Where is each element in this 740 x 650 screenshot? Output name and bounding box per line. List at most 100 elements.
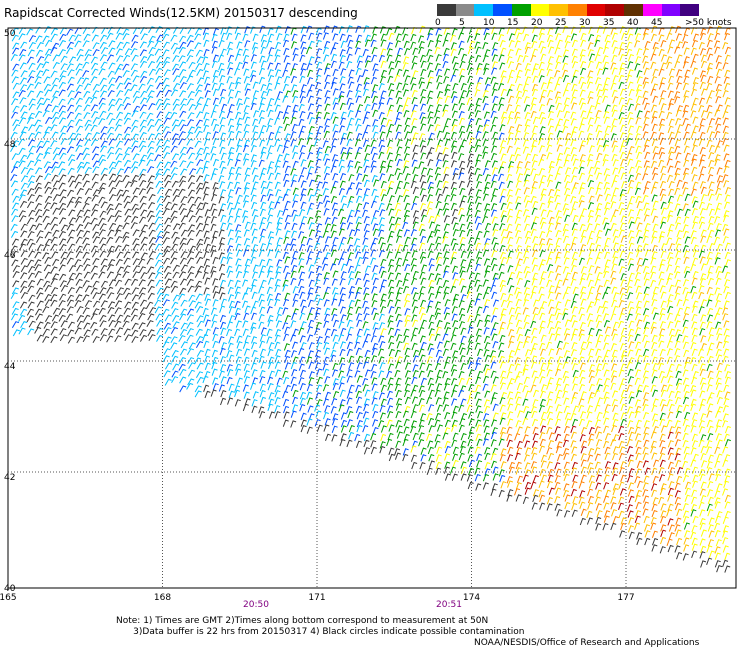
- wind-barb: [323, 67, 330, 75]
- wind-barb: [132, 96, 140, 104]
- wind-barb: [396, 287, 403, 295]
- wind-barb: [468, 390, 475, 398]
- wind-barb: [677, 307, 684, 315]
- wind-barb: [419, 404, 426, 412]
- legend-label: 5: [459, 18, 465, 28]
- wind-barb: [652, 419, 659, 427]
- wind-barb: [492, 412, 499, 420]
- wind-barb: [162, 285, 170, 293]
- wind-barb: [579, 102, 586, 110]
- wind-barb: [211, 40, 218, 48]
- wind-barb: [34, 326, 42, 334]
- wind-barb: [548, 306, 555, 315]
- wind-barb: [563, 159, 570, 167]
- wind-barb: [355, 335, 362, 343]
- wind-barb: [300, 159, 307, 167]
- wind-barb: [19, 104, 28, 112]
- wind-barb: [468, 118, 475, 126]
- wind-barb: [355, 440, 362, 448]
- wind-barb: [442, 60, 449, 69]
- wind-barb: [325, 236, 332, 244]
- wind-barb: [699, 207, 706, 216]
- wind-barb: [27, 90, 35, 98]
- wind-barb: [452, 172, 459, 181]
- wind-barb: [491, 88, 498, 97]
- wind-barb: [236, 48, 243, 56]
- wind-barb: [179, 103, 187, 111]
- wind-barb: [266, 306, 273, 314]
- wind-barb: [131, 215, 139, 223]
- wind-barb: [514, 433, 521, 441]
- wind-barb: [354, 238, 361, 246]
- wind-barb: [475, 189, 482, 197]
- wind-barb: [116, 41, 124, 49]
- wind-barb: [44, 256, 52, 264]
- wind-barb: [51, 174, 59, 182]
- wind-barb: [243, 54, 250, 63]
- wind-barb: [434, 110, 441, 118]
- wind-barb: [532, 116, 539, 125]
- wind-barb: [508, 307, 515, 315]
- wind-barb: [346, 25, 353, 33]
- wind-barb: [628, 88, 635, 97]
- wind-barb: [459, 417, 466, 426]
- wind-barb: [347, 306, 354, 314]
- wind-barb: [692, 249, 699, 258]
- wind-barb: [668, 403, 675, 412]
- wind-barb: [378, 111, 385, 120]
- wind-barb: [596, 89, 603, 97]
- wind-barb: [212, 75, 219, 83]
- wind-barb: [716, 362, 723, 371]
- wind-barb: [692, 76, 699, 85]
- wind-barb: [234, 312, 241, 321]
- wind-barb: [500, 75, 507, 84]
- wind-barb: [371, 54, 378, 62]
- wind-barb: [418, 292, 425, 300]
- wind-barb: [412, 355, 419, 363]
- wind-barb: [587, 334, 594, 342]
- wind-barb: [634, 187, 641, 195]
- wind-barb: [716, 396, 723, 405]
- wind-barb: [643, 272, 650, 280]
- wind-barb: [28, 250, 36, 258]
- wind-barb: [99, 54, 107, 62]
- wind-barb: [420, 123, 427, 131]
- wind-barb: [338, 257, 345, 266]
- wind-barb: [444, 88, 451, 97]
- wind-barb: [418, 419, 425, 427]
- wind-barb: [52, 193, 60, 201]
- wind-barb: [44, 26, 52, 33]
- wind-barb: [346, 123, 353, 131]
- wind-barb: [364, 369, 371, 377]
- wind-barb: [11, 34, 19, 42]
- wind-barb: [602, 217, 609, 225]
- wind-barb: [195, 208, 203, 216]
- wind-barb: [332, 334, 339, 342]
- wind-barb: [163, 370, 171, 378]
- wind-barb: [459, 266, 466, 274]
- wind-barb: [315, 286, 322, 294]
- wind-barb: [683, 266, 690, 274]
- wind-barb: [210, 266, 217, 274]
- wind-barb: [691, 376, 698, 385]
- wind-barb: [603, 270, 610, 279]
- wind-barb: [570, 425, 577, 433]
- wind-barb: [404, 347, 411, 356]
- wind-barb: [276, 195, 283, 204]
- wind-barb: [595, 244, 602, 252]
- wind-barb: [517, 54, 524, 63]
- wind-barb: [156, 230, 164, 238]
- wind-barb: [442, 180, 449, 189]
- wind-barb: [258, 313, 265, 322]
- wind-barb: [99, 110, 107, 118]
- wind-barb: [147, 279, 155, 287]
- wind-barb: [458, 404, 465, 412]
- wind-barb: [475, 181, 482, 189]
- wind-barb: [404, 236, 411, 245]
- wind-barb: [428, 404, 435, 412]
- wind-barb: [91, 153, 99, 161]
- wind-barb: [179, 110, 187, 118]
- wind-barb: [426, 81, 433, 89]
- wind-barb: [595, 208, 602, 216]
- wind-barb: [123, 328, 131, 336]
